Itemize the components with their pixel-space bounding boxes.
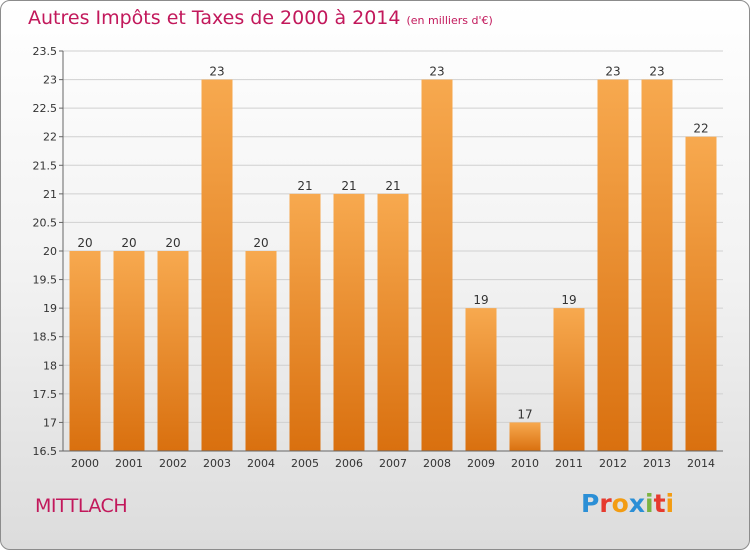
bar [685,136,717,451]
bar-value-label: 20 [121,236,136,250]
chart-subtitle: (en milliers d'€) [406,14,493,27]
x-tick-label: 2013 [643,457,671,470]
logo-letter: o [611,489,629,518]
bar [553,308,585,451]
chart-title: Autres Impôts et Taxes de 2000 à 2014 [28,7,401,29]
proxiti-logo: Proxiti [581,489,674,518]
x-tick-label: 2011 [555,457,583,470]
logo-letter: r [599,489,612,518]
y-tick-label: 19 [43,302,57,315]
y-tick-label: 20 [43,245,57,258]
y-tick-label: 23.5 [33,45,58,58]
bar-value-label: 20 [253,236,268,250]
y-tick-label: 20.5 [33,216,58,229]
bar-value-label: 23 [605,65,620,79]
x-tick-label: 2012 [599,457,627,470]
bar-value-label: 19 [561,293,576,307]
town-name: MITTLACH [35,495,128,517]
bar [509,422,541,451]
logo-letter: i [665,489,675,518]
bar-value-label: 19 [473,293,488,307]
x-tick-label: 2008 [423,457,451,470]
logo-letter: t [653,489,666,518]
y-tick-label: 18 [43,359,57,372]
y-tick-label: 23 [43,74,57,87]
x-tick-label: 2003 [203,457,231,470]
bar [157,251,189,451]
x-tick-label: 2002 [159,457,187,470]
bar-value-label: 20 [165,236,180,250]
axis-layer: 16.5 17 17.5 18 18.5 19 19.5 20 20.5 21 21.5 22 22.5… [33,45,723,470]
bar [333,193,365,451]
x-tick-label: 2006 [335,457,363,470]
logo-letter: i [645,489,654,518]
bar-layer: 20 20 20 23 20 21 21 21 23 19 17 19 23 23 22 [69,65,717,452]
y-tick-label: 18.5 [33,331,58,344]
logo-letter: P [581,489,600,518]
bar [113,251,145,451]
bar [597,79,629,452]
x-tick-label: 2014 [687,457,715,470]
x-tick-label: 2004 [247,457,275,470]
bar-value-label: 23 [209,65,224,79]
y-tick-label: 22.5 [33,102,58,115]
bar [421,79,453,452]
x-tick-label: 2009 [467,457,495,470]
bar-value-label: 20 [77,236,92,250]
y-tick-label: 16.5 [33,445,58,458]
bar [245,251,277,451]
bar [641,79,673,452]
bar [201,79,233,452]
bar [289,193,321,451]
bar [465,308,497,451]
y-tick-label: 17.5 [33,388,58,401]
bar-value-label: 21 [385,179,400,193]
y-tick-label: 21.5 [33,159,58,172]
y-tick-label: 22 [43,131,57,144]
logo-letter: x [628,489,645,518]
bar-value-label: 21 [341,179,356,193]
x-tick-label: 2001 [115,457,143,470]
y-tick-label: 17 [43,416,57,429]
bar-value-label: 23 [429,65,444,79]
x-tick-label: 2000 [71,457,99,470]
x-tick-label: 2010 [511,457,539,470]
y-tick-label: 19.5 [33,274,58,287]
x-tick-label: 2005 [291,457,319,470]
y-tick-label: 21 [43,188,57,201]
bar [69,251,101,451]
bar-value-label: 23 [649,65,664,79]
chart-title-block: Autres Impôts et Taxes de 2000 à 2014 (en… [28,7,493,29]
bar [377,193,409,451]
x-tick-label: 2007 [379,457,407,470]
bar-value-label: 21 [297,179,312,193]
bar-value-label: 22 [693,122,708,136]
bar-value-label: 17 [517,407,532,421]
